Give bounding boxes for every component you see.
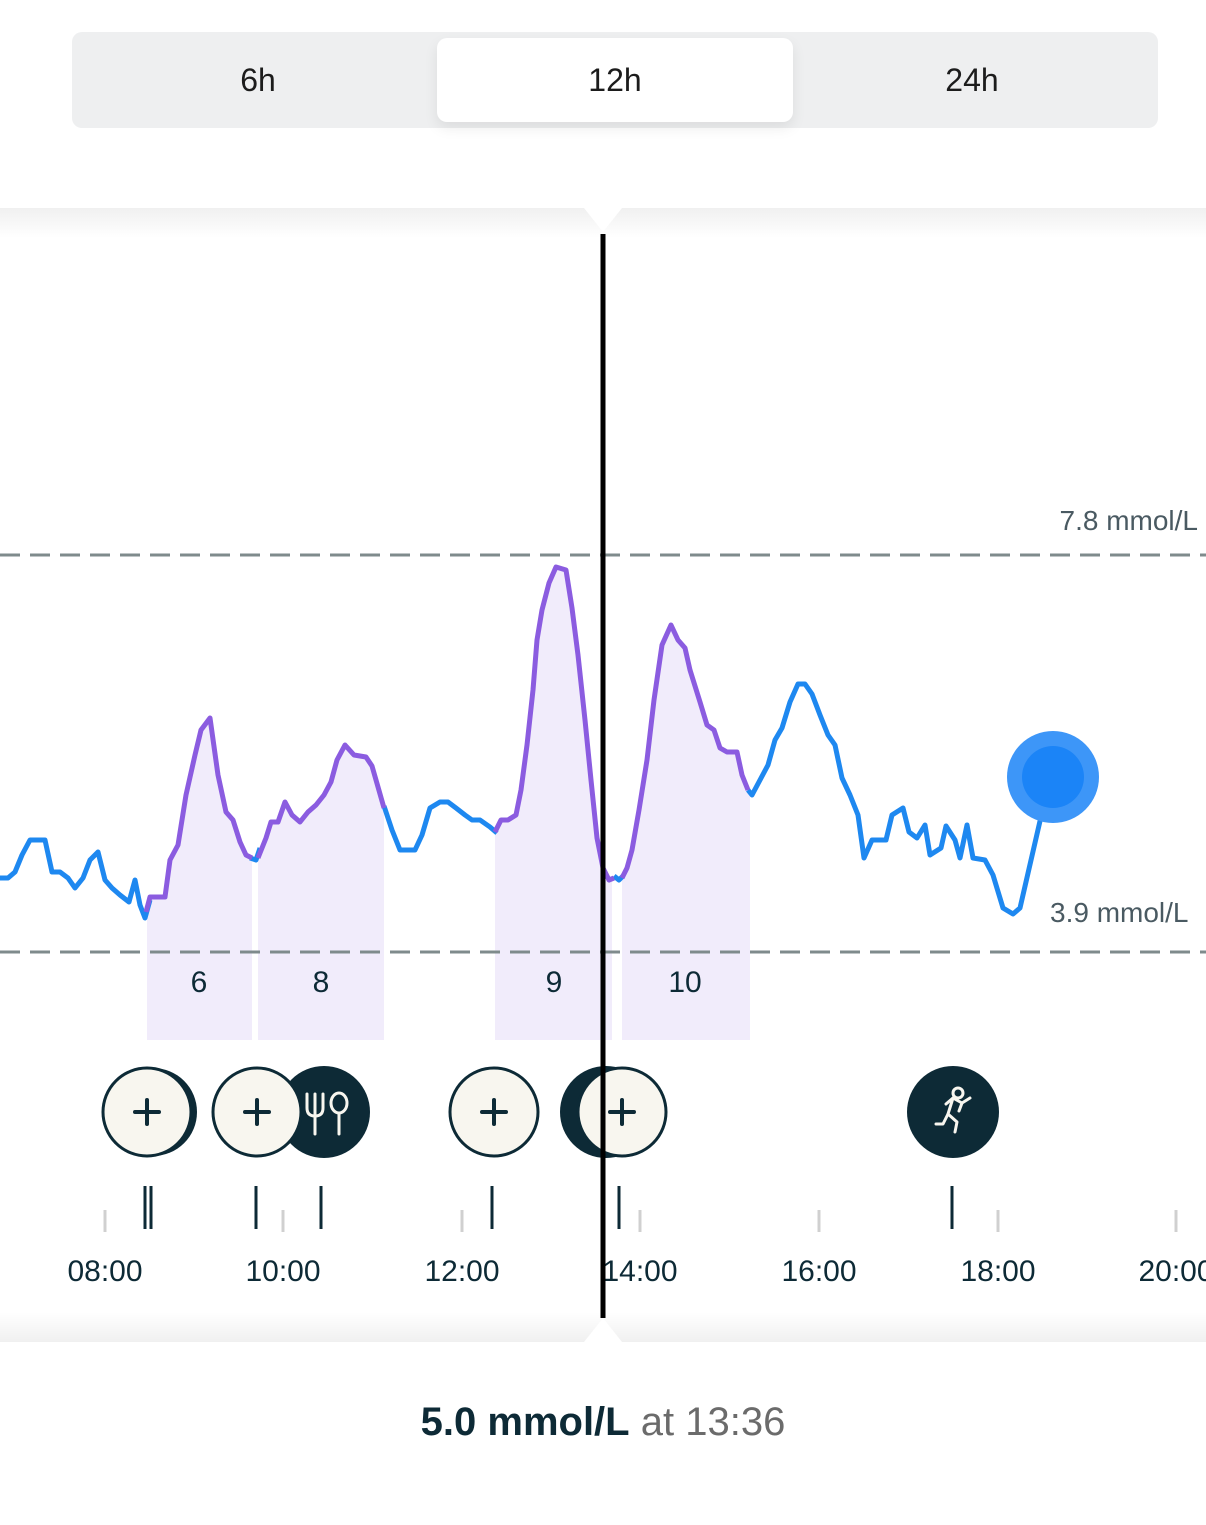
upper-limit-label: 7.8 mmol/L <box>1060 505 1199 536</box>
x-tick-label: 20:00 <box>1138 1255 1206 1288</box>
selected-value: 5.0 mmol/L <box>420 1400 630 1444</box>
range-6h-button[interactable]: 6h <box>240 61 276 98</box>
x-tick-label: 14:00 <box>602 1255 677 1288</box>
running-icon <box>934 1086 972 1134</box>
add-log-marker[interactable] <box>211 1066 303 1158</box>
event-markers <box>101 1066 999 1158</box>
meal-window-fill <box>258 745 384 1040</box>
add-log-marker[interactable] <box>560 1066 668 1158</box>
x-tick-label: 10:00 <box>245 1255 320 1288</box>
range-24h-button[interactable]: 24h <box>945 61 999 98</box>
cursor-notch-bottom <box>584 1318 622 1342</box>
glucose-line <box>381 799 499 853</box>
x-tick-label: 08:00 <box>67 1255 142 1288</box>
meal-score-label: 6 <box>191 966 208 999</box>
selected-reading: 5.0 mmol/L at 13:36 <box>0 1400 1206 1445</box>
time-range-selector: 6h 12h 24h <box>72 32 1158 128</box>
meal-response-line <box>255 742 387 859</box>
add-log-marker[interactable] <box>448 1066 540 1158</box>
glucose-line <box>0 837 153 921</box>
meal-score-label: 9 <box>546 966 563 999</box>
plus-icon <box>243 1098 271 1126</box>
glucose-line <box>746 681 1056 917</box>
cursor-notch-top <box>584 208 622 232</box>
meal-response-line <box>619 622 751 880</box>
x-tick-label: 16:00 <box>781 1255 856 1288</box>
meal-score-label: 8 <box>313 966 330 999</box>
x-tick-label: 12:00 <box>424 1255 499 1288</box>
plus-icon <box>480 1098 508 1126</box>
current-glucose-dot-core <box>1022 746 1084 808</box>
x-tick-label: 18:00 <box>960 1255 1035 1288</box>
meal-marker[interactable] <box>278 1066 370 1158</box>
exercise-marker[interactable] <box>907 1066 999 1158</box>
meal-response-line <box>492 564 615 883</box>
meal-window-fill <box>147 718 252 1040</box>
meal-response-line <box>143 715 254 913</box>
meal-window-fill <box>495 567 612 1040</box>
lower-limit-label: 3.9 mmol/L <box>1050 897 1189 928</box>
meal-score-label: 10 <box>668 966 701 999</box>
selected-time-prefix: at <box>640 1400 675 1444</box>
add-log-marker[interactable] <box>101 1066 197 1158</box>
fork-spoon-icon <box>305 1091 349 1136</box>
hour-ticks <box>103 1210 1178 1232</box>
event-ticks <box>143 1186 954 1229</box>
plus-icon <box>608 1098 636 1126</box>
meal-window-fill <box>622 625 750 1040</box>
selected-time: 13:36 <box>685 1400 786 1444</box>
meal-windows <box>147 567 750 1040</box>
plus-icon <box>133 1098 161 1126</box>
range-12h-button[interactable]: 12h <box>437 38 793 122</box>
